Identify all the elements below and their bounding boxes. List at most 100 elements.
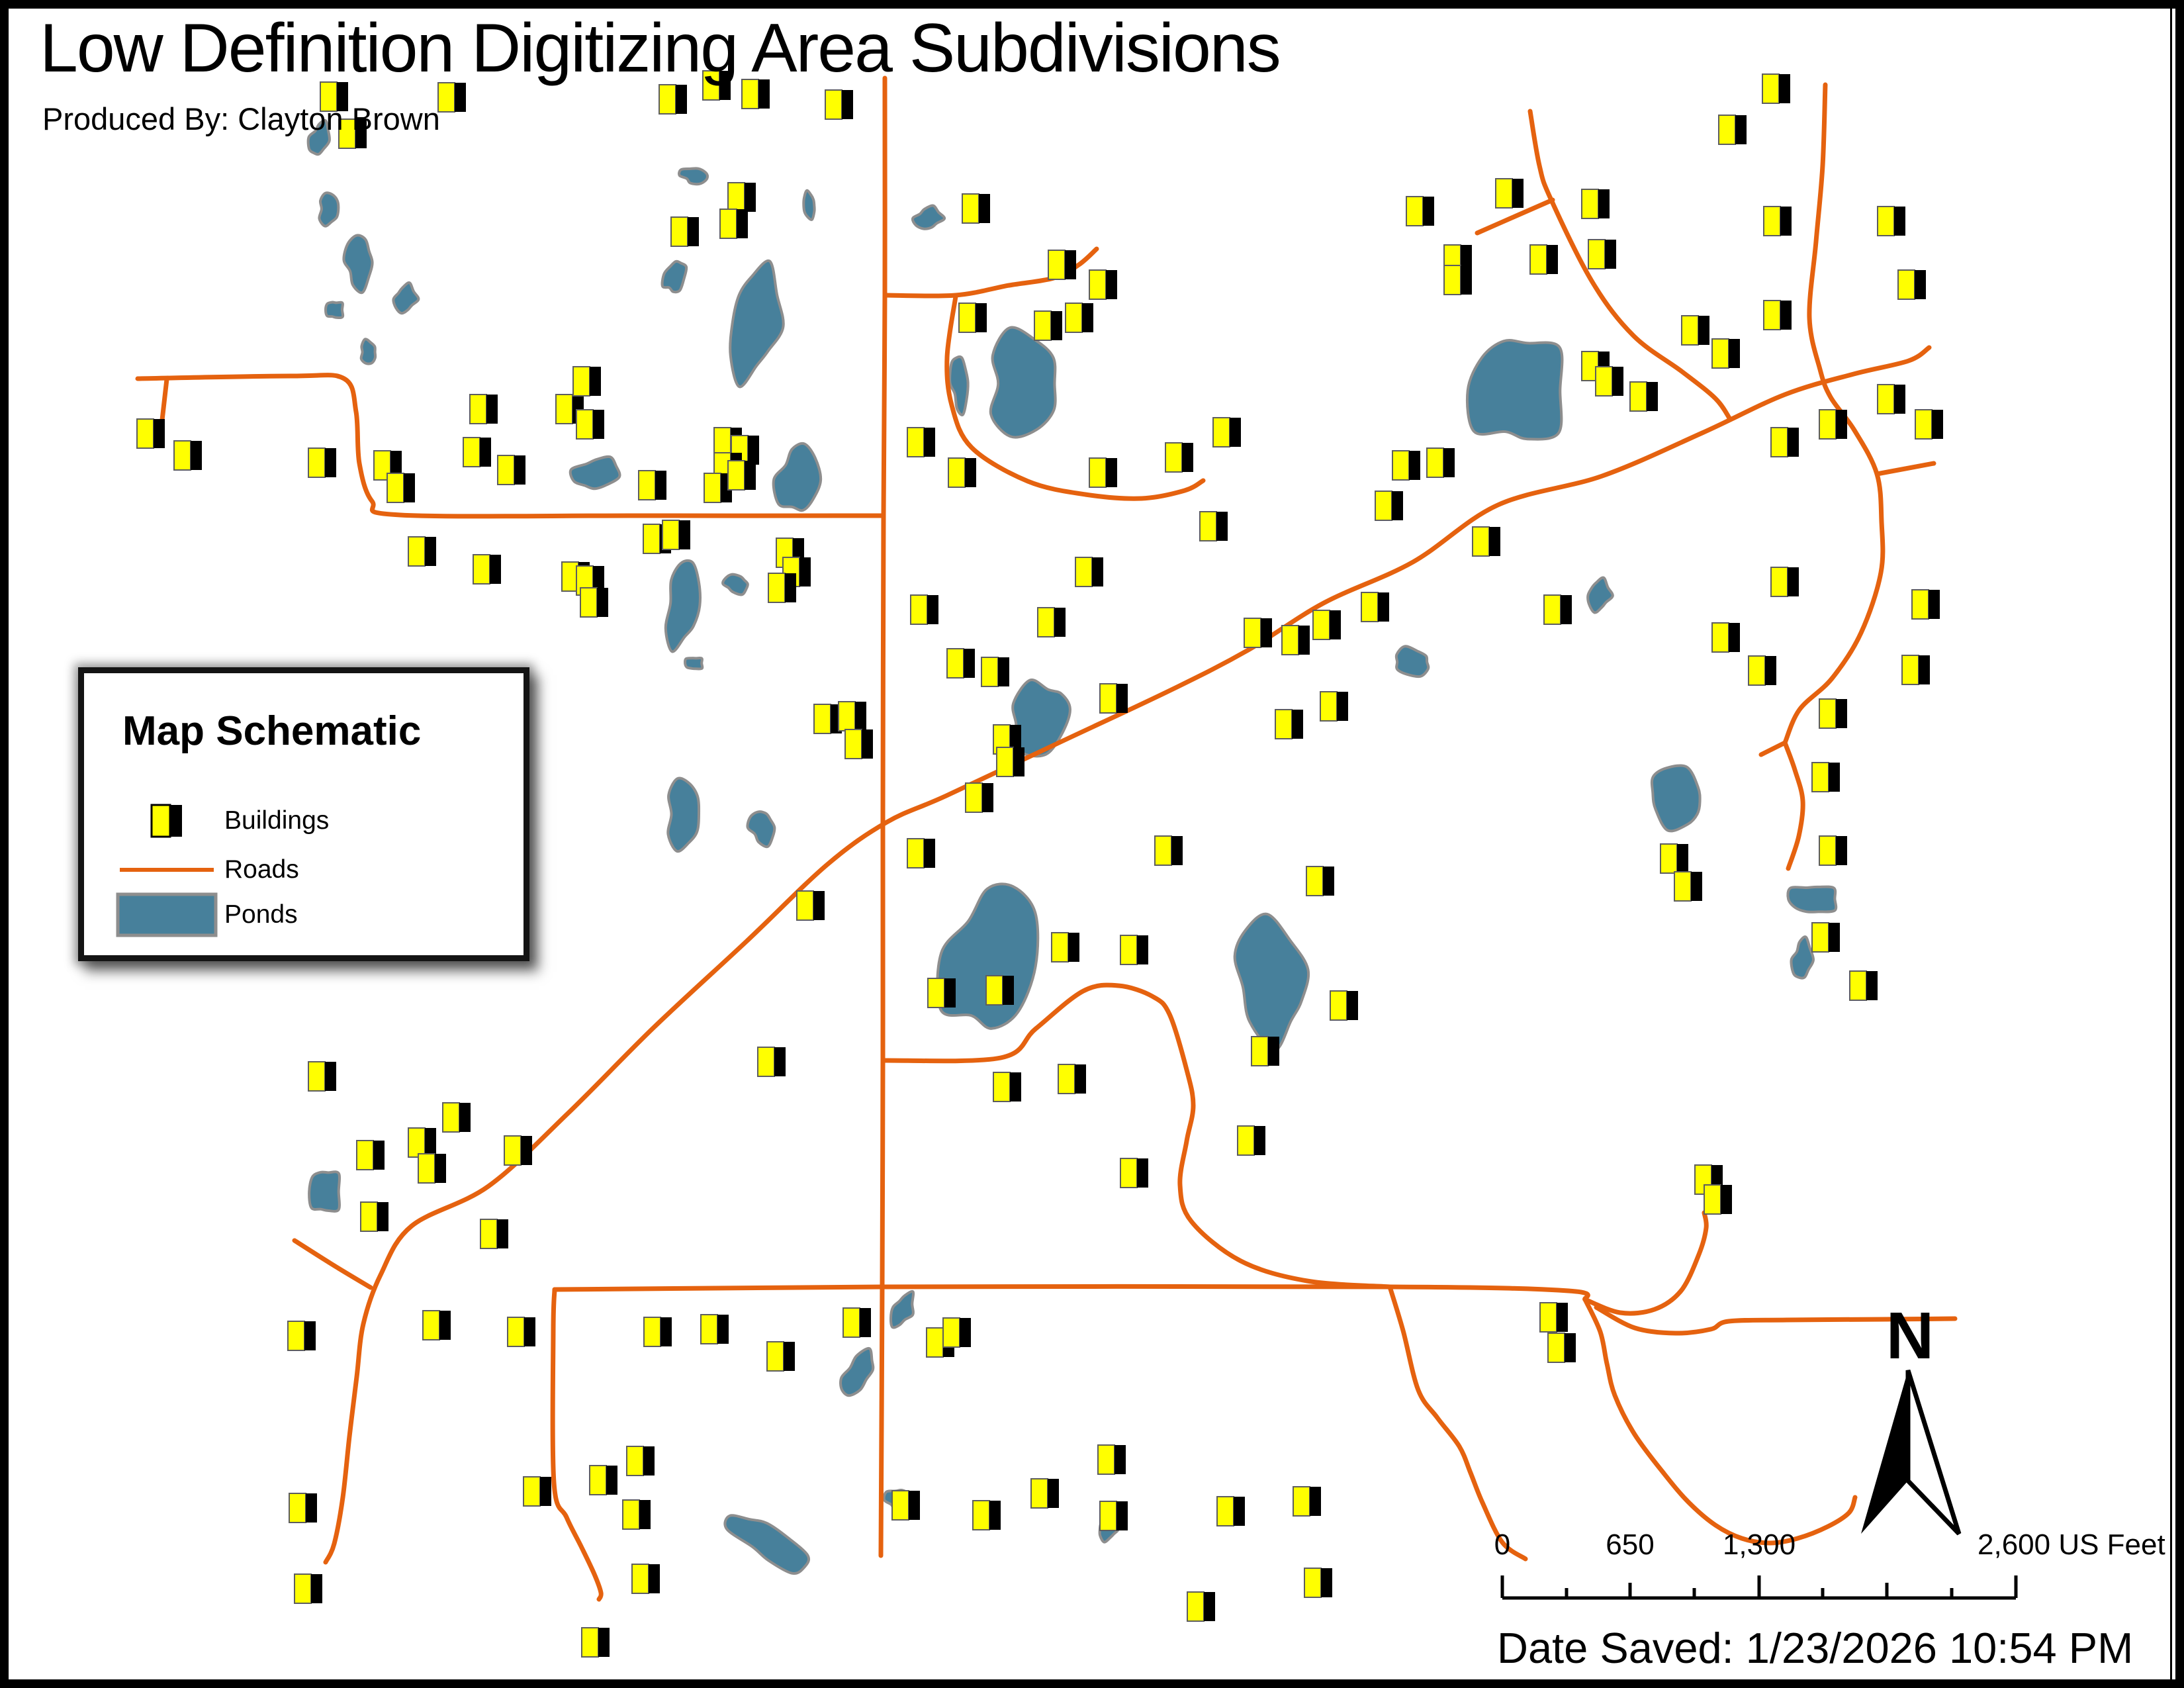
- building-marker: [1762, 73, 1790, 104]
- pond: [989, 326, 1057, 439]
- road: [550, 1287, 604, 1602]
- building-marker: [1034, 310, 1062, 341]
- building-marker: [1312, 610, 1341, 640]
- building-marker: [1306, 866, 1334, 896]
- legend-label-buildings: Buildings: [224, 806, 330, 835]
- building-marker: [1030, 1478, 1059, 1509]
- building-marker: [1529, 244, 1558, 275]
- building-marker: [662, 520, 690, 550]
- building-marker: [727, 460, 756, 491]
- road: [323, 345, 1932, 1565]
- road: [552, 1284, 1590, 1302]
- building-marker: [1495, 178, 1524, 209]
- road: [1387, 1284, 1528, 1562]
- building-marker: [1251, 1036, 1279, 1066]
- building-marker: [1681, 315, 1709, 346]
- building-marker: [1819, 835, 1847, 866]
- building-marker: [1281, 625, 1310, 655]
- building-marker: [891, 1490, 920, 1521]
- building-marker: [1426, 447, 1455, 478]
- page-title: Low Definition Digitizing Area Subdivisi…: [40, 10, 1281, 87]
- pond: [1011, 678, 1071, 758]
- building-marker: [825, 89, 853, 120]
- legend-item-roads: Roads: [84, 847, 523, 893]
- pond: [1394, 645, 1430, 679]
- building-marker: [1704, 1184, 1732, 1215]
- pond: [729, 259, 785, 389]
- pond: [772, 442, 823, 512]
- scale-bar-label: 2,600 US Feet: [1978, 1528, 2165, 1561]
- building-marker: [1443, 265, 1472, 295]
- building-marker: [1275, 709, 1303, 739]
- legend-item-buildings: Buildings: [84, 798, 523, 844]
- building-marker: [643, 1317, 672, 1347]
- roads-layer: [135, 75, 1958, 1602]
- building-marker: [356, 1140, 385, 1170]
- building-marker: [576, 409, 604, 440]
- building-marker: [1293, 1486, 1321, 1517]
- building-marker: [437, 82, 466, 113]
- building-marker: [287, 1321, 316, 1351]
- pond: [802, 189, 816, 221]
- building-marker: [1901, 655, 1930, 685]
- building-marker: [813, 704, 842, 734]
- building-marker: [631, 1564, 660, 1594]
- building-marker: [727, 182, 756, 212]
- building-marker: [173, 440, 202, 471]
- pond: [1786, 885, 1838, 914]
- pond: [666, 776, 701, 853]
- building-marker: [589, 1465, 617, 1495]
- building-marker: [1770, 567, 1799, 597]
- building-marker: [981, 657, 1009, 687]
- pond: [306, 118, 331, 156]
- building-marker: [1472, 526, 1500, 557]
- building-marker: [507, 1317, 535, 1347]
- road-symbol-icon: [111, 847, 223, 893]
- building-marker: [1748, 655, 1776, 686]
- building-marker: [1811, 762, 1840, 792]
- scale-bar: 0 650 1,300 2,600 US Feet: [1476, 1509, 2177, 1632]
- road: [135, 373, 886, 519]
- building-marker: [768, 573, 796, 603]
- pond: [392, 281, 420, 315]
- pond: [721, 573, 749, 596]
- building-marker: [1849, 970, 1878, 1001]
- building-marker: [942, 1317, 971, 1348]
- pond: [911, 204, 946, 230]
- road: [292, 1238, 373, 1290]
- building-marker: [1877, 384, 1905, 414]
- pond: [678, 167, 709, 186]
- building-marker: [289, 1493, 317, 1523]
- building-marker: [1718, 115, 1747, 145]
- building-marker: [308, 1061, 336, 1092]
- building-marker: [1048, 250, 1076, 280]
- ponds-layer: [306, 118, 1838, 1575]
- building-marker: [757, 1047, 786, 1077]
- building-marker: [907, 838, 935, 868]
- building-marker: [422, 1310, 451, 1340]
- building-marker: [1244, 618, 1272, 648]
- building-marker: [418, 1153, 446, 1184]
- building-marker: [622, 1499, 651, 1530]
- pond: [324, 301, 345, 320]
- building-marker: [948, 457, 976, 488]
- building-marker: [670, 216, 699, 247]
- building-marker: [480, 1219, 508, 1249]
- building-marker: [1543, 594, 1572, 625]
- pond: [664, 559, 702, 653]
- building-marker: [1237, 1125, 1265, 1156]
- road: [1594, 1305, 1958, 1336]
- building-marker: [320, 81, 348, 112]
- building-marker: [1763, 206, 1792, 236]
- building-marker: [1588, 239, 1616, 269]
- legend-box: Map Schematic Buildings Roads Ponds: [78, 667, 529, 961]
- pond: [839, 1346, 875, 1397]
- road: [880, 982, 1392, 1289]
- pond: [359, 338, 377, 365]
- building-marker: [1674, 871, 1702, 902]
- building-marker: [965, 782, 993, 813]
- building-marker: [1819, 409, 1847, 440]
- building-marker: [1037, 607, 1066, 637]
- building-marker: [838, 701, 866, 731]
